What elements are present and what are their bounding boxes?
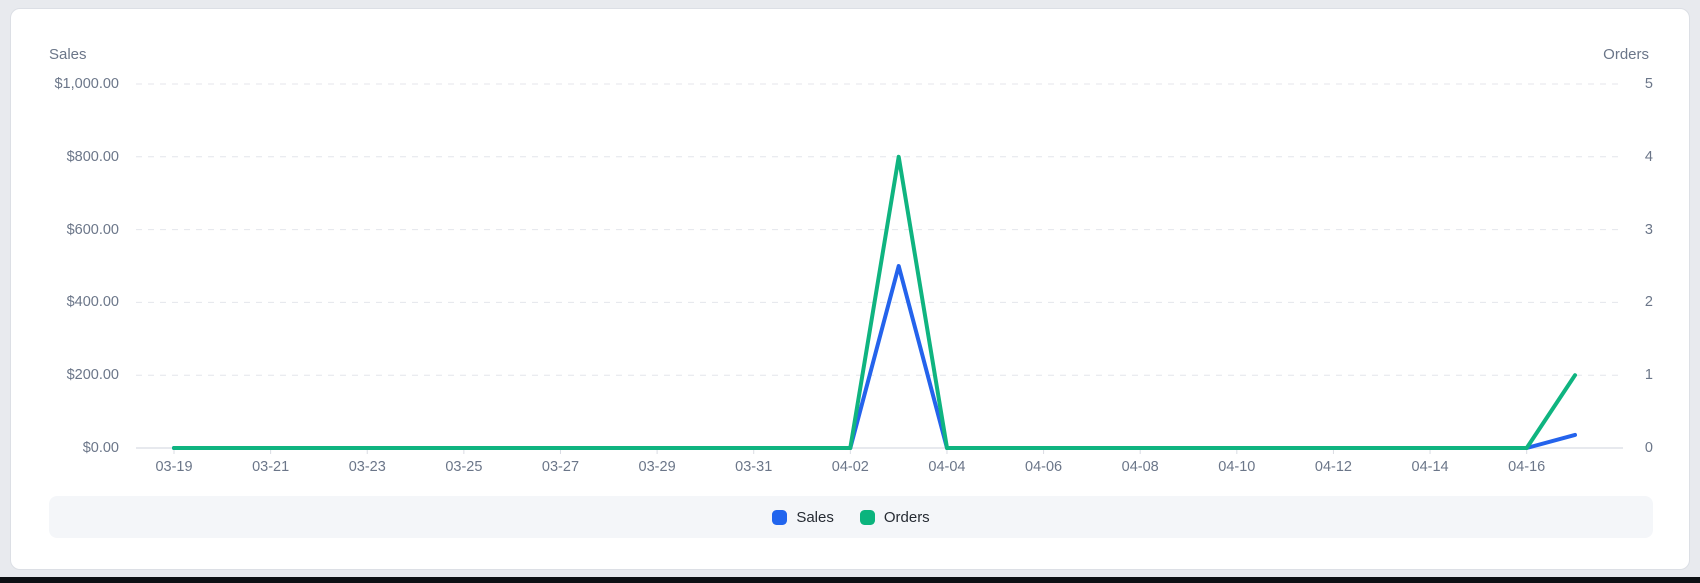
x-axis-tick-label: 04-04 [928, 459, 966, 475]
plot-area: $0.00 $200.00 $400.00 $600.00 $800.00 $1,000.… [11, 9, 1689, 569]
x-axis-tick-label: 03-27 [541, 459, 580, 475]
y-axis-tick-label-right: 2 [1644, 294, 1653, 311]
y-axis-tick-label-left: $0.00 [82, 440, 119, 456]
y-axis-tick-label-right: 0 [1644, 440, 1653, 456]
legend-label: Orders [883, 508, 930, 526]
x-axis-tick-label: 03-19 [155, 459, 193, 475]
chart-card: Sales Orders $0.00 $200.00 $400.00 $600.00 $… [10, 8, 1690, 570]
left-axis-title: Sales [49, 46, 87, 63]
legend-swatch-sales [772, 509, 788, 525]
x-axis-tick-label: 04-10 [1218, 459, 1256, 475]
y-axis-tick-label-left: $800.00 [66, 148, 119, 165]
y-axis-tick-label-left: $400.00 [66, 294, 119, 311]
x-axis-tick-label: 04-16 [1508, 459, 1546, 475]
legend-swatch-orders [859, 509, 875, 525]
x-axis-tick-label: 03-25 [445, 459, 483, 475]
y-axis-tick-label-left: $1,000.00 [54, 76, 119, 92]
y-axis-tick-label-left: $200.00 [66, 367, 119, 384]
legend-label: Sales [796, 508, 834, 526]
x-axis-tick-label: 03-29 [638, 459, 676, 475]
legend-item-orders[interactable]: Orders [859, 508, 930, 526]
x-axis-tick-label: 04-14 [1411, 459, 1449, 475]
line-chart [136, 83, 1623, 454]
y-axis-tick-label-left: $600.00 [66, 221, 119, 238]
x-axis-tick-label: 03-31 [735, 459, 773, 475]
legend-item-sales[interactable]: Sales [772, 509, 834, 526]
y-axis-tick-label-right: 3 [1644, 221, 1653, 238]
series-line-orders [172, 154, 1577, 450]
y-axis-tick-label-right: 4 [1644, 148, 1653, 165]
legend-bar: Sales Orders [49, 496, 1653, 538]
x-axis-tick-label: 04-12 [1314, 459, 1352, 475]
x-axis-tick-label: 03-23 [348, 459, 386, 475]
bottom-edge-strip [0, 577, 1700, 583]
right-axis-title: Orders [1603, 46, 1649, 63]
x-axis-tick-label: 04-06 [1025, 459, 1063, 475]
y-axis-tick-label-right: 5 [1644, 76, 1653, 92]
x-axis-tick-label: 04-02 [831, 459, 869, 475]
y-axis-tick-label-right: 1 [1644, 367, 1653, 384]
x-axis-tick-label: 03-21 [252, 459, 290, 475]
x-axis-tick-label: 04-08 [1121, 459, 1159, 475]
